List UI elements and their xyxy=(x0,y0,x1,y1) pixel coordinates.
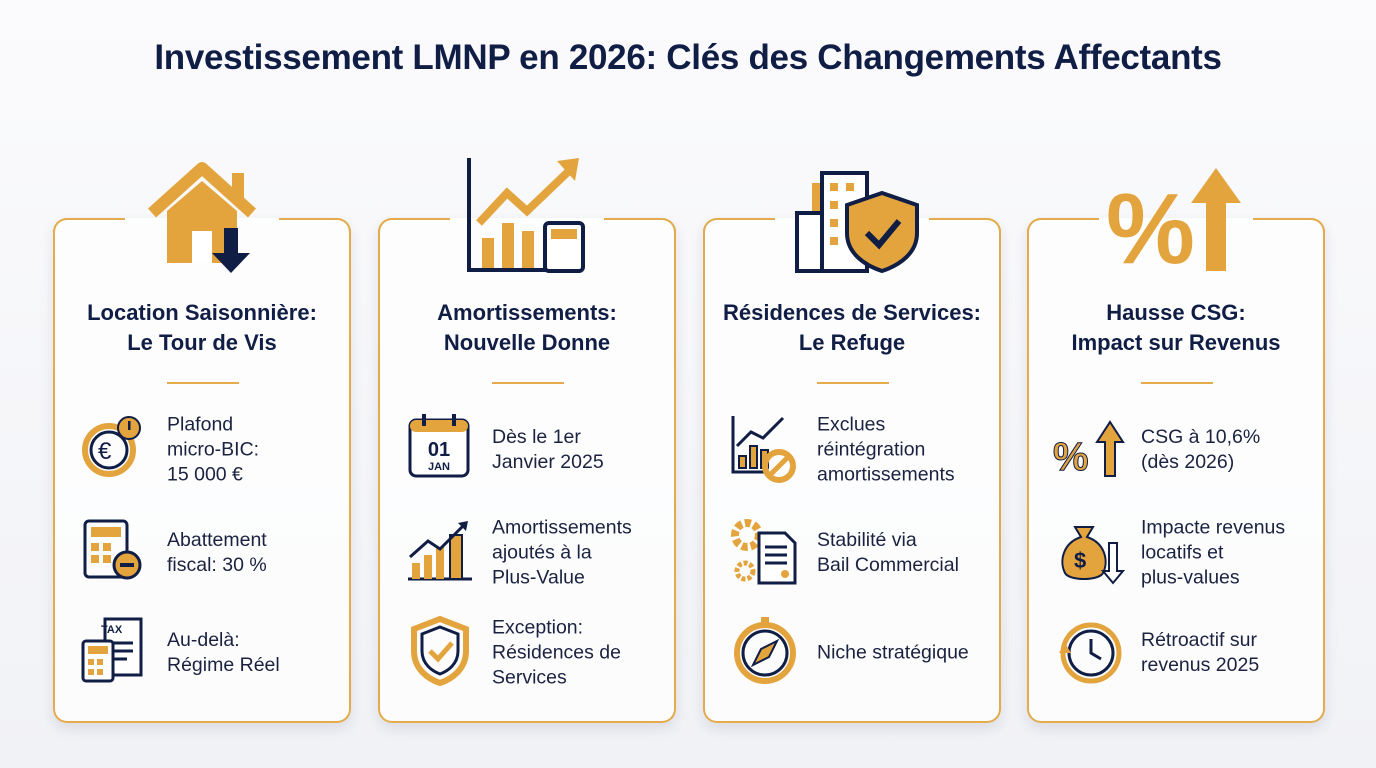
card-2: Amortissements: Nouvelle Donne 01 JAN Dès l… xyxy=(378,158,676,723)
card-1: Location Saisonnière: Le Tour de Vis € Pla… xyxy=(53,162,351,723)
list-item: Abattement fiscal: 30 % xyxy=(77,513,347,593)
item-text: Rétroactif sur revenus 2025 xyxy=(1141,629,1260,676)
item-text: Dès le 1er Janvier 2025 xyxy=(492,426,604,473)
page-title: Investissement LMNP en 2026: Clés des Ch… xyxy=(154,38,1222,77)
list-item: $ Impacte revenus locatifs et plus-values xyxy=(1051,513,1321,593)
item-text: Abattement fiscal: 30 % xyxy=(167,529,267,576)
card-title-line2: Le Tour de Vis xyxy=(127,330,277,355)
card-title: Hausse CSG: Impact sur Revenus xyxy=(1029,298,1323,358)
growth-chart-icon xyxy=(402,513,478,589)
item-text: Exclues réintégration amortissements xyxy=(817,413,955,486)
card-title-line2: Nouvelle Donne xyxy=(443,330,611,355)
card-3: Résidences de Services: Le Refuge Exclues… xyxy=(703,171,1001,723)
svg-text:JAN: JAN xyxy=(428,461,450,473)
list-item: Exclues réintégration amortissements xyxy=(727,410,997,490)
card-title-line1: Location Saisonnière: xyxy=(87,300,317,325)
percent-up-icon: % xyxy=(1106,153,1246,285)
card-title: Location Saisonnière: Le Tour de Vis xyxy=(55,298,349,358)
percent-up-small-icon: % xyxy=(1051,410,1127,486)
item-text: Exception: Résidences de Services xyxy=(492,616,621,689)
card-title-line1: Hausse CSG: xyxy=(1106,300,1246,325)
list-item: € Plafond micro-BIC: 15 000 € xyxy=(77,410,347,490)
card-title: Résidences de Services: Le Refuge xyxy=(705,298,999,358)
item-text: Plafond micro-BIC: 15 000 € xyxy=(167,413,260,486)
list-item: % CSG à 10,6% (dès 2026) xyxy=(1051,410,1321,490)
euro-alert-icon: € xyxy=(77,410,153,486)
item-text: Amortissements ajoutés à la Plus-Value xyxy=(492,516,632,589)
money-bag-down-icon: $ xyxy=(1051,513,1127,589)
item-text: Impacte revenus locatifs et plus-values xyxy=(1141,516,1286,589)
svg-text:€: € xyxy=(98,438,112,465)
gear-contract-icon xyxy=(727,513,803,589)
clock-retro-icon xyxy=(1051,613,1127,689)
divider xyxy=(817,382,889,384)
svg-text:TAX: TAX xyxy=(101,624,123,636)
card-title-line1: Résidences de Services: xyxy=(722,300,982,325)
svg-text:$: $ xyxy=(1074,548,1086,573)
chart-calculator-icon xyxy=(457,153,597,278)
shield-check-icon xyxy=(402,613,478,689)
svg-text:%: % xyxy=(1106,173,1195,278)
list-item: Amortissements ajoutés à la Plus-Value xyxy=(402,513,672,593)
list-item: 01 JAN Dès le 1er Janvier 2025 xyxy=(402,410,672,490)
item-text: Au-delà: Régime Réel xyxy=(167,629,280,676)
item-text: Stabilité via Bail Commercial xyxy=(817,529,959,576)
list-item: TAX Au-delà: Régime Réel xyxy=(77,613,347,693)
compass-icon xyxy=(727,613,803,689)
card-4: % Hausse CSG: Impact sur Revenus % CSG à 1… xyxy=(1027,168,1325,723)
calculator-minus-icon xyxy=(77,513,153,589)
svg-text:01: 01 xyxy=(428,439,450,461)
building-shield-icon xyxy=(782,153,922,278)
divider xyxy=(492,382,564,384)
tax-document-icon: TAX xyxy=(77,613,153,689)
divider xyxy=(1141,382,1213,384)
card-title: Amortissements: Nouvelle Donne xyxy=(380,298,674,358)
list-item: Stabilité via Bail Commercial xyxy=(727,513,997,593)
house-down-icon xyxy=(132,153,272,278)
list-item: Niche stratégique xyxy=(727,613,997,693)
item-text: Niche stratégique xyxy=(817,641,969,664)
card-title-line2: Impact sur Revenus xyxy=(1071,330,1281,355)
divider xyxy=(167,382,239,384)
card-title-line1: Amortissements: xyxy=(437,300,617,325)
svg-text:%: % xyxy=(1053,435,1089,479)
calendar-icon: 01 JAN xyxy=(402,410,478,486)
list-item: Exception: Résidences de Services xyxy=(402,613,672,693)
chart-prohibited-icon xyxy=(727,410,803,486)
item-text: CSG à 10,6% (dès 2026) xyxy=(1141,426,1261,473)
list-item: Rétroactif sur revenus 2025 xyxy=(1051,613,1321,693)
card-title-line2: Le Refuge xyxy=(798,330,906,355)
